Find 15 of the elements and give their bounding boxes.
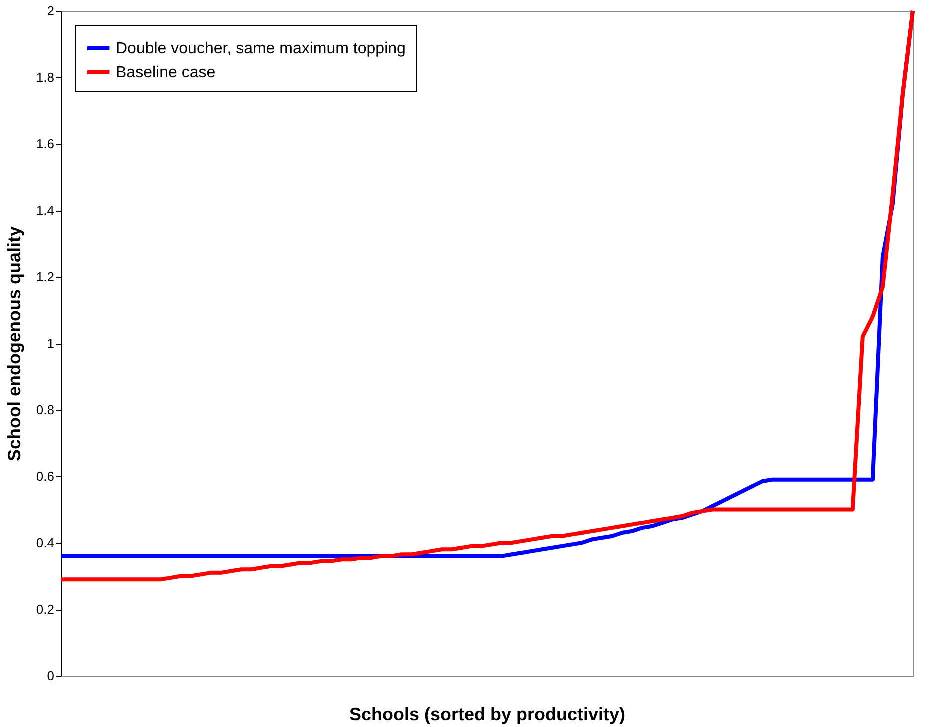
y-tick-label: 1: [47, 336, 54, 351]
y-tick-label: 1.4: [36, 203, 54, 218]
x-axis-title: Schools (sorted by productivity): [349, 704, 626, 724]
y-tick-label: 2: [47, 4, 54, 18]
legend-label: Double voucher, same maximum topping: [116, 40, 406, 58]
legend-label: Baseline case: [116, 64, 216, 82]
y-tick-label: 0.2: [36, 602, 54, 617]
y-tick-label: 1.2: [36, 270, 54, 284]
y-tick-label: 0: [47, 668, 54, 684]
y-tick-label: 0.6: [36, 469, 54, 484]
y-tick-label: 0.4: [36, 536, 54, 550]
y-tick-label: 1.6: [36, 136, 54, 152]
y-tick-label: 1.8: [36, 70, 54, 85]
y-tick-label: 0.8: [36, 402, 54, 418]
y-axis-title: School endogenous quality: [4, 226, 24, 462]
